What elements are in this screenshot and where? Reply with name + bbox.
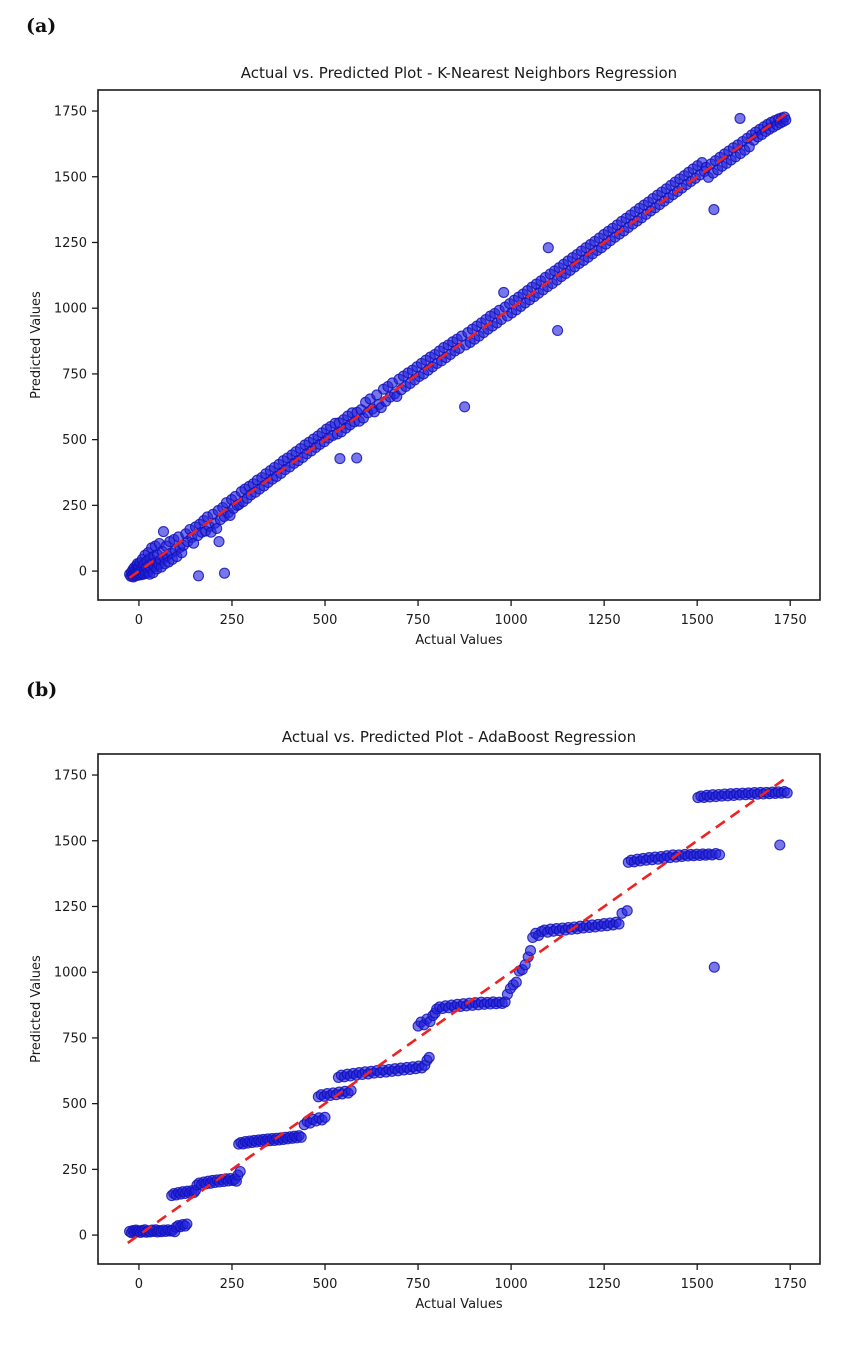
data-point — [774, 839, 786, 851]
data-point — [552, 324, 564, 337]
plot-content: 0 250 500 750 1000 1250 1500 1750 0 250 500 750 1000… — [54, 769, 807, 1292]
y-tick-label: 1000 — [54, 966, 87, 981]
x-tick-label: 1750 — [774, 1277, 807, 1292]
data-point — [781, 787, 793, 799]
y-tick-label: 250 — [62, 1163, 87, 1178]
x-tick-label: 1500 — [681, 613, 714, 628]
data-point — [351, 452, 363, 464]
data-point — [542, 242, 554, 254]
data-point — [234, 1165, 246, 1178]
data-point — [423, 1051, 435, 1063]
x-axis-label: Actual Values — [415, 633, 503, 648]
identity-line — [127, 775, 790, 1245]
data-point — [708, 961, 720, 973]
y-axis-label: Predicted Values — [29, 955, 44, 1063]
data-point — [459, 401, 471, 413]
data-point — [334, 453, 346, 465]
y-tick-label: 750 — [62, 367, 87, 382]
y-tick-label: 1750 — [54, 105, 87, 120]
y-tick-label: 1250 — [54, 236, 87, 251]
x-tick-label: 1250 — [588, 1277, 621, 1292]
data-point — [510, 976, 522, 988]
data-point — [218, 567, 231, 579]
x-tick-label: 250 — [220, 613, 245, 628]
x-tick-label: 250 — [220, 1277, 245, 1292]
x-tick-label: 1000 — [495, 1277, 528, 1292]
x-tick-label: 1750 — [774, 613, 807, 628]
data-point — [713, 849, 726, 861]
x-tick-label: 1000 — [495, 613, 528, 628]
data-point — [524, 945, 537, 957]
data-point — [498, 286, 510, 298]
data-point — [295, 1131, 307, 1143]
y-tick-label: 1500 — [54, 170, 87, 185]
y-tick-label: 1000 — [54, 302, 87, 317]
y-tick-label: 1250 — [54, 900, 87, 915]
data-point — [708, 204, 720, 216]
x-tick-label: 1500 — [681, 1277, 714, 1292]
chart-title-adaboost: Actual vs. Predicted Plot - AdaBoost Reg… — [282, 728, 636, 746]
data-point — [192, 570, 205, 582]
x-tick-label: 750 — [406, 613, 431, 628]
plot-content: 0 250 500 750 1000 1250 1500 1750 0 250 500 750 1000… — [54, 105, 807, 628]
knn-scatter-chart: Actual vs. Predicted Plot - K-Nearest Ne… — [29, 64, 821, 648]
figure-b: (b) Actual vs. Predicted Plot - AdaBoost… — [0, 678, 860, 1316]
data-point — [345, 1084, 357, 1097]
data-point — [157, 526, 170, 538]
y-tick-label: 0 — [79, 1229, 87, 1244]
y-axis-label: Predicted Values — [29, 291, 44, 399]
x-tick-label: 750 — [406, 1277, 431, 1292]
y-tick-label: 250 — [62, 499, 87, 514]
data-point — [213, 536, 225, 548]
x-tick-label: 0 — [135, 1277, 143, 1292]
y-tick-label: 0 — [79, 565, 87, 580]
data-point — [181, 1218, 193, 1230]
plot-frame — [97, 89, 821, 601]
data-point — [319, 1111, 331, 1123]
adaboost-scatter-chart: Actual vs. Predicted Plot - AdaBoost Reg… — [29, 728, 821, 1312]
panel-label-b: (b) — [26, 679, 58, 701]
x-tick-label: 0 — [135, 613, 143, 628]
identity-line — [128, 113, 787, 579]
x-tick-label: 500 — [313, 613, 338, 628]
y-tick-label: 1500 — [54, 834, 87, 849]
data-point — [613, 918, 625, 930]
figure-a: (a) Actual vs. Predicted Plot - K-Neares… — [0, 14, 860, 652]
data-point — [734, 112, 746, 124]
chart-title-knn: Actual vs. Predicted Plot - K-Nearest Ne… — [241, 64, 677, 82]
plot-frame — [97, 753, 821, 1265]
x-tick-label: 1250 — [588, 613, 621, 628]
y-tick-label: 1750 — [54, 769, 87, 784]
y-tick-label: 750 — [62, 1031, 87, 1046]
x-tick-label: 500 — [313, 1277, 338, 1292]
y-tick-label: 500 — [62, 433, 87, 448]
x-axis-label: Actual Values — [415, 1297, 503, 1312]
y-tick-label: 500 — [62, 1097, 87, 1112]
panel-label-a: (a) — [26, 15, 57, 37]
data-point — [621, 905, 633, 917]
